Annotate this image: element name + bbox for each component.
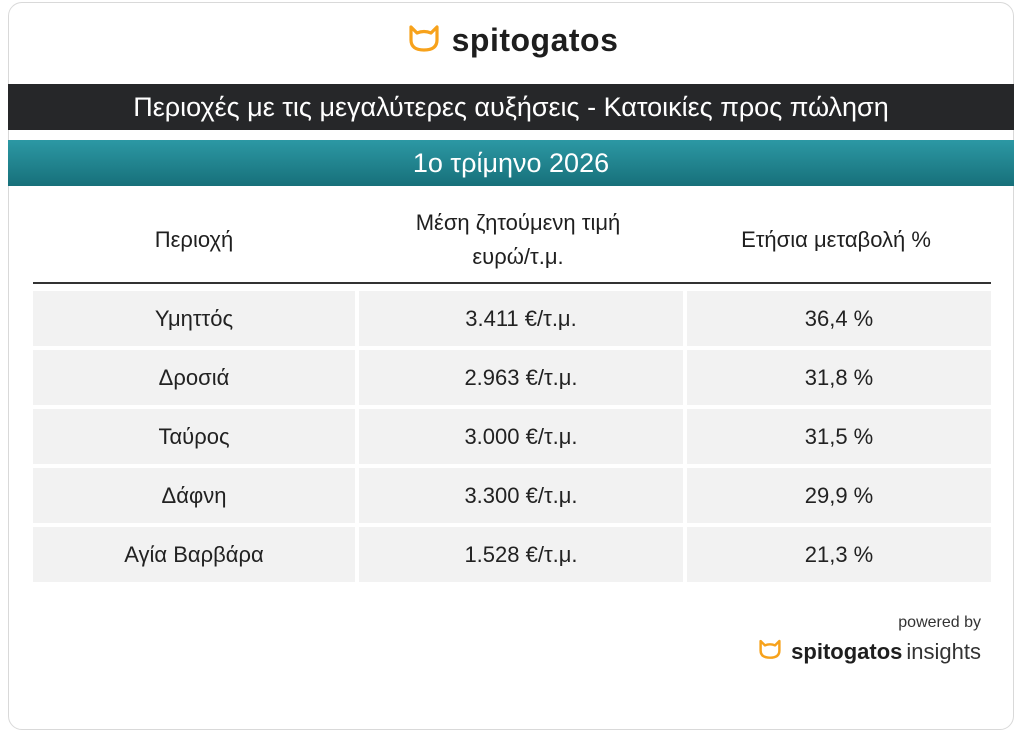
footer-brand-sub: insights bbox=[906, 638, 981, 664]
cell-area: Αγία Βαρβάρα bbox=[33, 527, 355, 582]
table-row: Δάφνη 3.300 €/τ.μ. 29,9 % bbox=[33, 468, 991, 523]
footer-brand: spitogatos insights bbox=[757, 638, 981, 665]
cell-change: 21,3 % bbox=[687, 527, 991, 582]
footer-attribution: powered by spitogatos insights bbox=[757, 614, 981, 665]
table-header: Περιοχή Μέση ζητούμενη τιμή ευρώ/τ.μ. Ετ… bbox=[33, 198, 991, 284]
cell-price: 3.411 €/τ.μ. bbox=[359, 291, 683, 346]
cell-area: Δροσιά bbox=[33, 350, 355, 405]
cat-logo-icon bbox=[757, 638, 783, 665]
table-row: Αγία Βαρβάρα 1.528 €/τ.μ. 21,3 % bbox=[33, 527, 991, 582]
table-row: Ταύρος 3.000 €/τ.μ. 31,5 % bbox=[33, 409, 991, 464]
cell-price: 3.300 €/τ.μ. bbox=[359, 468, 683, 523]
cell-price: 1.528 €/τ.μ. bbox=[359, 527, 683, 582]
cell-area: Δάφνη bbox=[33, 468, 355, 523]
header-price-line1: Μέση ζητούμενη τιμή bbox=[415, 210, 621, 235]
cat-logo-icon bbox=[406, 23, 442, 58]
header-price: Μέση ζητούμενη τιμή ευρώ/τ.μ. bbox=[355, 198, 681, 282]
cell-change: 31,8 % bbox=[687, 350, 991, 405]
brand-name: spitogatos bbox=[451, 22, 619, 58]
powered-by-label: powered by bbox=[898, 614, 981, 631]
period-subtitle: 1ο τρίμηνο 2026 bbox=[8, 140, 1014, 186]
header-price-line2: ευρώ/τ.μ. bbox=[472, 244, 564, 269]
cell-change: 29,9 % bbox=[687, 468, 991, 523]
cell-area: Ταύρος bbox=[33, 409, 355, 464]
brand-header: spitogatos bbox=[0, 22, 1024, 59]
cell-price: 3.000 €/τ.μ. bbox=[359, 409, 683, 464]
cell-change: 31,5 % bbox=[687, 409, 991, 464]
table-row: Δροσιά 2.963 €/τ.μ. 31,8 % bbox=[33, 350, 991, 405]
header-change: Ετήσια μεταβολή % bbox=[741, 227, 931, 252]
table-body: Υμηττός 3.411 €/τ.μ. 36,4 % Δροσιά 2.963… bbox=[33, 291, 991, 586]
page-title: Περιοχές με τις μεγαλύτερες αυξήσεις - Κ… bbox=[8, 84, 1014, 130]
cell-price: 2.963 €/τ.μ. bbox=[359, 350, 683, 405]
cell-change: 36,4 % bbox=[687, 291, 991, 346]
header-area: Περιοχή bbox=[154, 227, 234, 252]
footer-brand-name: spitogatos bbox=[791, 638, 903, 664]
cell-area: Υμηττός bbox=[33, 291, 355, 346]
table-row: Υμηττός 3.411 €/τ.μ. 36,4 % bbox=[33, 291, 991, 346]
